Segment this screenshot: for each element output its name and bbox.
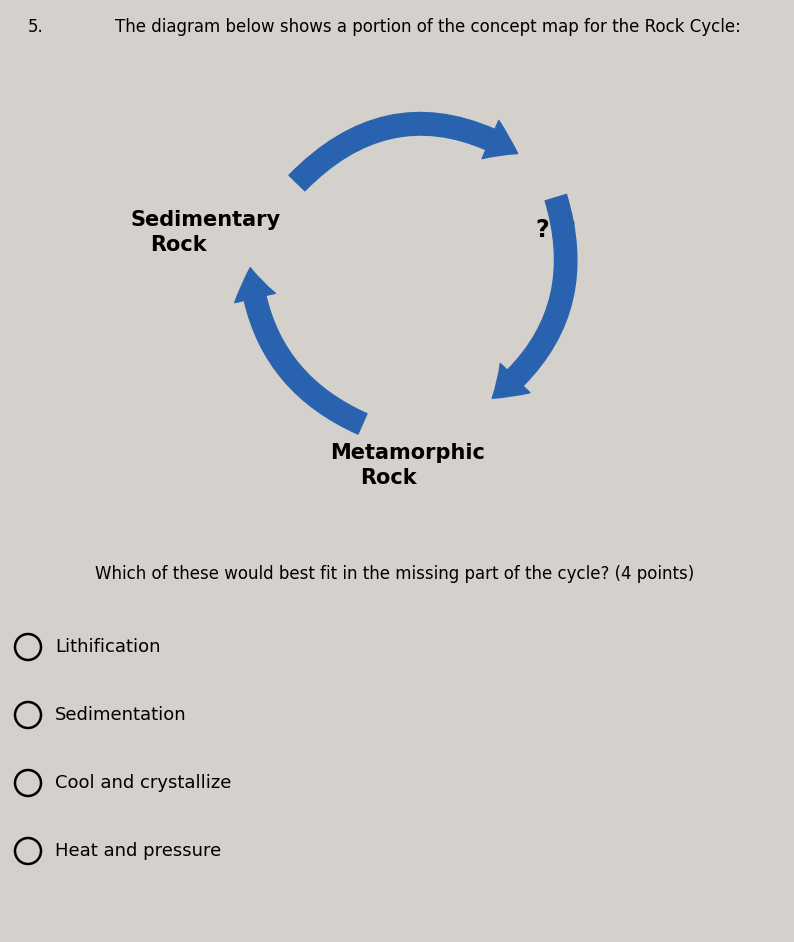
Text: Cool and crystallize: Cool and crystallize xyxy=(55,774,231,792)
Text: Lithification: Lithification xyxy=(55,638,160,656)
Text: The diagram below shows a portion of the concept map for the Rock Cycle:: The diagram below shows a portion of the… xyxy=(115,18,741,36)
Text: Heat and pressure: Heat and pressure xyxy=(55,842,222,860)
Text: Which of these would best fit in the missing part of the cycle? (4 points): Which of these would best fit in the mis… xyxy=(95,565,694,583)
FancyArrowPatch shape xyxy=(235,268,367,434)
Text: Rock: Rock xyxy=(150,235,206,255)
FancyArrowPatch shape xyxy=(289,112,518,191)
Text: Sedimentation: Sedimentation xyxy=(55,706,187,724)
Text: Rock: Rock xyxy=(360,468,417,488)
Text: Sedimentary: Sedimentary xyxy=(130,210,280,230)
Text: ???: ??? xyxy=(535,218,576,242)
Text: Metamorphic: Metamorphic xyxy=(330,443,485,463)
Text: 5.: 5. xyxy=(28,18,44,36)
FancyArrowPatch shape xyxy=(492,194,577,398)
